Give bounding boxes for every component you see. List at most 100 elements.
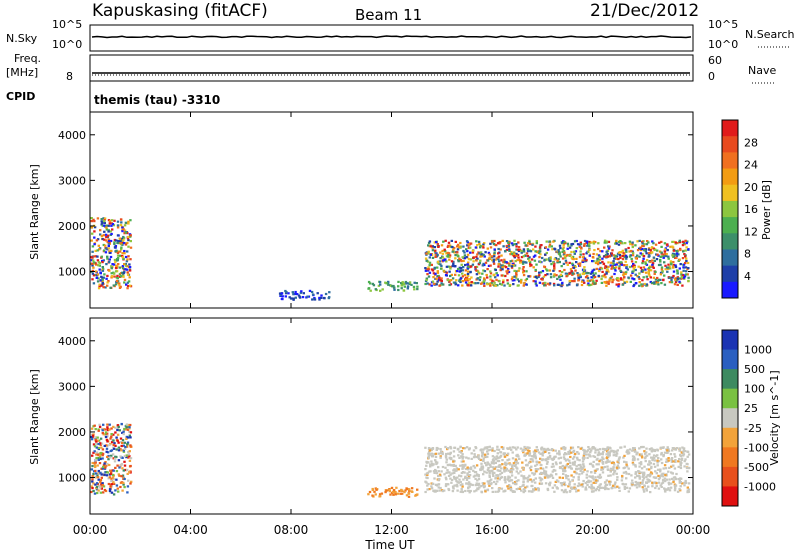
velocity-echo-cell: [679, 462, 682, 465]
power-echo-cell: [495, 278, 498, 281]
velocity-echo-cell: [673, 453, 676, 456]
velocity-echo-cell: [671, 447, 675, 450]
power-echo-cell: [604, 276, 607, 279]
power-echo-cell: [640, 283, 643, 286]
power-echo-cell: [461, 284, 464, 287]
velocity-echo-cell: [459, 464, 462, 467]
velocity-echo-cell: [99, 437, 103, 440]
power-echo-cell: [503, 265, 506, 268]
velocity-echo-cell: [130, 445, 133, 448]
power-echo-cell: [478, 252, 481, 255]
velocity-echo-cell: [650, 456, 653, 459]
power-echo-cell: [628, 255, 632, 258]
power-echo-cell: [292, 293, 295, 296]
velocity-echo-cell: [605, 453, 608, 456]
velocity-echo-cell: [616, 485, 619, 488]
power-echo-cell: [564, 259, 568, 262]
velocity-echo-cell: [118, 466, 121, 469]
velocity-echo-cell: [509, 463, 512, 466]
velocity-echo-cell: [473, 455, 477, 458]
velocity-echo-cell: [483, 461, 487, 465]
velocity-echo-cell: [112, 425, 115, 428]
velocity-echo-cell: [506, 478, 509, 481]
power-echo-cell: [634, 261, 638, 264]
velocity-echo-cell: [590, 471, 593, 474]
velocity-echo-cell: [482, 473, 485, 476]
power-echo-cell: [607, 247, 611, 250]
velocity-echo-cell: [678, 449, 682, 452]
power-echo-cell: [122, 235, 125, 239]
velocity-echo-cell: [567, 466, 570, 469]
velocity-colorbar-tick: -500: [744, 461, 769, 474]
velocity-echo-cell: [496, 452, 499, 455]
velocity-echo-cell: [90, 468, 94, 471]
velocity-echo-cell: [541, 454, 544, 457]
velocity-echo-cell: [125, 435, 128, 438]
power-echo-cell: [641, 260, 645, 263]
power-echo-cell: [506, 282, 510, 285]
power-echo-cell: [128, 269, 132, 272]
velocity-echo-cell: [673, 489, 677, 492]
power-echo-cell: [460, 266, 463, 270]
velocity-echo-cell: [634, 476, 637, 479]
velocity-echo-cell: [624, 483, 628, 486]
power-echo-cell: [591, 282, 595, 285]
velocity-echo-cell: [453, 471, 456, 474]
velocity-echo-cell: [584, 486, 587, 489]
velocity-colorbar-tick: 25: [744, 402, 758, 415]
power-echo-cell: [682, 242, 685, 245]
power-echo-cell: [644, 261, 647, 264]
power-echo-cell: [562, 243, 565, 247]
power-echo-cell: [105, 224, 108, 227]
power-echo-cell: [452, 260, 455, 263]
velocity-echo-cell: [486, 489, 490, 492]
velocity-echo-cell: [453, 446, 456, 449]
power-echo-cell: [682, 266, 685, 269]
power-echo-cell: [637, 265, 640, 268]
power-echo-cell: [662, 256, 665, 259]
velocity-echo-cell: [607, 487, 610, 491]
velocity-echo-cell: [123, 441, 126, 444]
velocity-echo-cell: [104, 461, 107, 464]
power-echo-cell: [649, 249, 652, 252]
power-echo-cell: [674, 242, 677, 245]
power-echo-cell: [492, 242, 496, 246]
power-echo-cell: [459, 277, 463, 280]
power-echo-cell: [683, 253, 686, 256]
velocity-echo-cell: [428, 449, 432, 452]
power-echo-cell: [519, 280, 523, 283]
velocity-echo-cell: [581, 466, 585, 469]
power-echo-cell: [647, 272, 651, 275]
power-echo-cell: [675, 256, 678, 259]
velocity-echo-cell: [457, 454, 460, 457]
velocity-echo-cell: [667, 483, 671, 486]
power-echo-cell: [646, 240, 649, 243]
velocity-echo-cell: [492, 462, 495, 465]
power-echo-cell: [464, 269, 467, 272]
velocity-echo-cell: [480, 491, 484, 494]
velocity-echo-cell: [592, 465, 595, 468]
power-echo-cell: [549, 276, 553, 279]
velocity-echo-cell: [122, 449, 125, 452]
power-echo-cell: [491, 259, 494, 262]
power-echo-cell: [96, 249, 99, 252]
velocity-echo-cell: [587, 453, 590, 456]
velocity-echo-cell: [375, 488, 378, 491]
velocity-echo-cell: [641, 481, 644, 484]
power-echo-cell: [372, 284, 376, 287]
velocity-echo-cell: [582, 470, 585, 473]
power-echo-cell: [434, 255, 437, 258]
velocity-echo-cell: [407, 495, 411, 498]
velocity-echo-cell: [660, 461, 664, 465]
velocity-echo-cell: [656, 448, 659, 451]
power-echo-cell: [674, 264, 677, 267]
velocity-echo-cell: [90, 435, 93, 438]
power-colorbar-block: [722, 200, 738, 218]
power-ytick-label: 3000: [58, 174, 86, 187]
velocity-echo-cell: [479, 468, 482, 471]
velocity-echo-cell: [506, 459, 509, 462]
velocity-echo-cell: [640, 445, 644, 449]
velocity-echo-cell: [595, 463, 598, 466]
velocity-echo-cell: [663, 451, 667, 454]
power-echo-cell: [600, 281, 604, 284]
